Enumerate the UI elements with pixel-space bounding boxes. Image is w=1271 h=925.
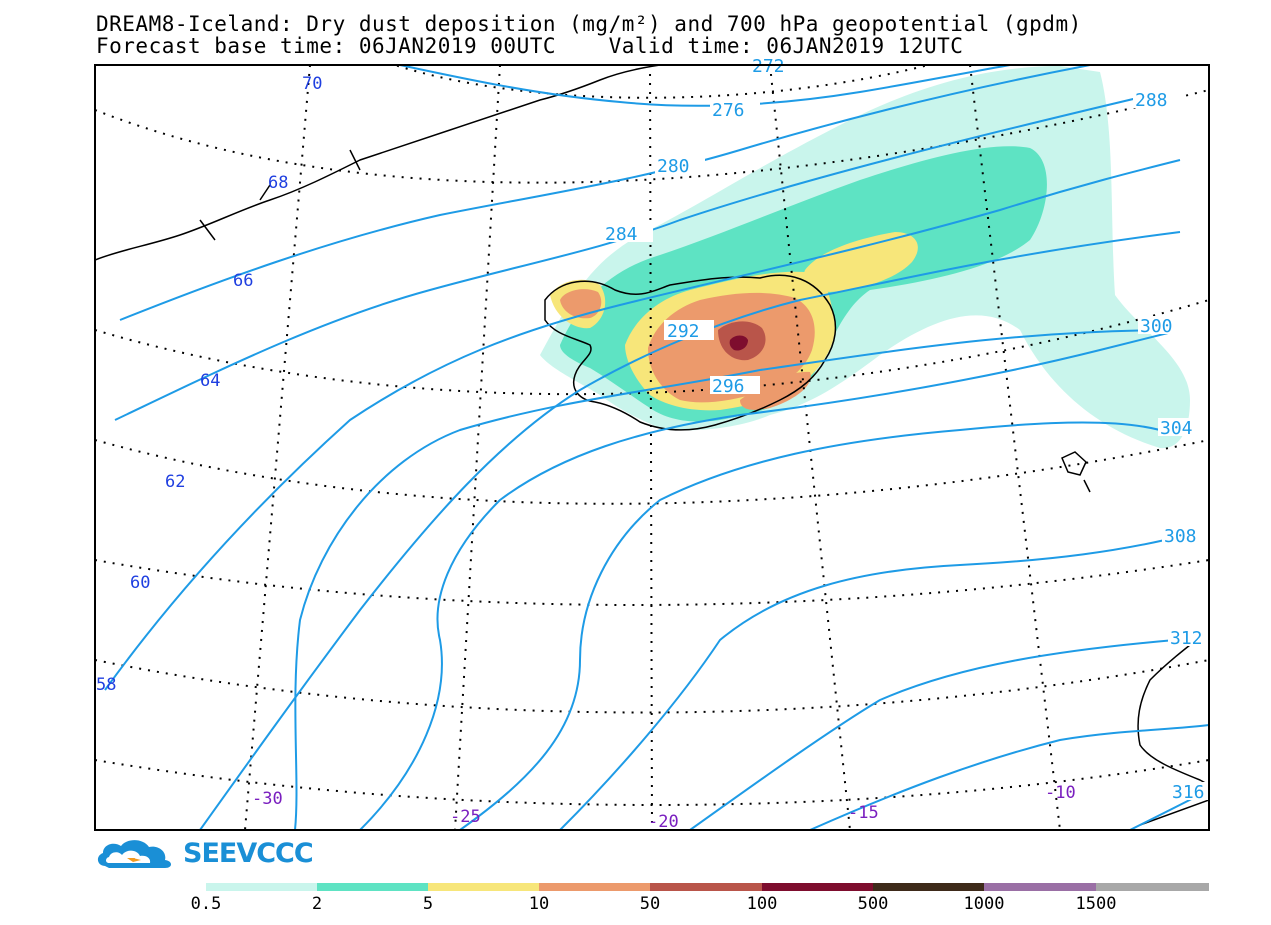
legend-label-5: 5 [423,894,433,914]
contour-label-276: 276 [712,100,745,121]
legend-swatch-5 [428,883,539,891]
contour-280 [119,65,1091,321]
dust-area-5b [803,232,918,292]
contour-296 [294,329,1181,830]
lon-label-minus15: -15 [848,803,879,823]
legend-swatch-500 [873,883,984,891]
faroe-coast [1061,451,1091,493]
map-title: DREAM8-Iceland: Dry dust deposition (mg/… [96,12,1082,36]
logo-text: SEEVCCC [183,838,314,869]
legend-swatch-100 [762,883,873,891]
legend-swatch-50 [650,883,762,891]
legend-label-100: 100 [747,894,778,914]
contour-label-312: 312 [1170,628,1203,649]
legend-label-1500: 1500 [1076,894,1117,914]
contour-label-316: 316 [1172,782,1205,803]
lat-label-68: 68 [268,173,288,193]
contour-292 [199,231,1181,830]
legend-label-2: 2 [312,894,322,914]
cloud-logo-icon [97,840,171,868]
contour-312 [689,639,1176,830]
lon-label-minus20: -20 [648,812,679,832]
contour-label-300: 300 [1140,316,1173,337]
geopotential-contours [104,65,1209,830]
contour-label-280: 280 [657,156,690,177]
dust-area-10c [740,371,811,410]
legend-label-50: 50 [640,894,660,914]
map-subtitle: Forecast base time: 06JAN2019 00UTC Vali… [96,34,964,58]
lat-label-58: 58 [96,675,116,695]
lat-label-60: 60 [130,573,150,593]
iceland-coast [544,274,837,431]
color-legend: 0.5 2 5 10 50 100 500 1000 1500 [191,883,1209,914]
lon-label-minus30: -30 [252,789,283,809]
norway-coast [1137,629,1209,826]
legend-label-500: 500 [858,894,889,914]
contour-284 [114,94,1151,421]
contour-label-304: 304 [1160,418,1193,439]
legend-label-10: 10 [529,894,549,914]
map-frame [94,64,1210,831]
coastlines [95,65,1209,826]
lat-label-66: 66 [233,271,253,291]
legend-swatch-2 [317,883,428,891]
coordinate-labels: 70 68 66 64 62 60 58 -30 -25 -20 -15 -10 [96,74,1076,832]
contour-labels: 272 276 280 284 288 292 296 300 304 308 … [603,56,1209,803]
legend-label-0p5: 0.5 [191,894,222,914]
contour-304 [459,421,1161,830]
contour-label-296: 296 [712,376,745,397]
contour-label-308: 308 [1164,526,1197,547]
dust-area-10b [560,289,602,319]
contour-316 [809,724,1209,830]
contour-label-288: 288 [1135,90,1168,111]
legend-swatch-0p5 [206,883,317,891]
contour-label-292: 292 [667,321,700,342]
legend-label-1000: 1000 [964,894,1005,914]
contour-label-284: 284 [605,224,638,245]
contour-308 [559,539,1166,830]
legend-swatch-1000 [984,883,1096,891]
contour-300 [359,329,1181,830]
greenland-coast [95,65,661,261]
contour-label-272: 272 [752,56,785,77]
legend-swatch-1500 [1096,883,1209,891]
lat-label-64: 64 [200,371,220,391]
legend-swatch-10 [539,883,650,891]
lon-label-minus25: -25 [450,807,481,827]
lat-label-70: 70 [302,74,322,94]
lat-label-62: 62 [165,472,185,492]
dust-area-100 [729,335,748,351]
lon-label-minus10: -10 [1045,783,1076,803]
contour-288 [104,159,1181,691]
seevccc-logo: SEEVCCC [95,836,315,876]
